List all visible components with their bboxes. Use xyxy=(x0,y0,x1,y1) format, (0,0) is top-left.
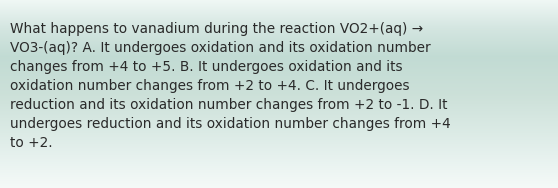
Text: undergoes reduction and its oxidation number changes from +4: undergoes reduction and its oxidation nu… xyxy=(10,117,451,131)
Text: oxidation number changes from +2 to +4. C. It undergoes: oxidation number changes from +2 to +4. … xyxy=(10,79,410,93)
Text: What happens to vanadium during the reaction VO2+(aq) →: What happens to vanadium during the reac… xyxy=(10,22,423,36)
Text: changes from +4 to +5. B. It undergoes oxidation and its: changes from +4 to +5. B. It undergoes o… xyxy=(10,60,403,74)
Text: VO3-(aq)? A. It undergoes oxidation and its oxidation number: VO3-(aq)? A. It undergoes oxidation and … xyxy=(10,41,431,55)
Text: to +2.: to +2. xyxy=(10,136,52,150)
Text: reduction and its oxidation number changes from +2 to -1. D. It: reduction and its oxidation number chang… xyxy=(10,98,448,112)
